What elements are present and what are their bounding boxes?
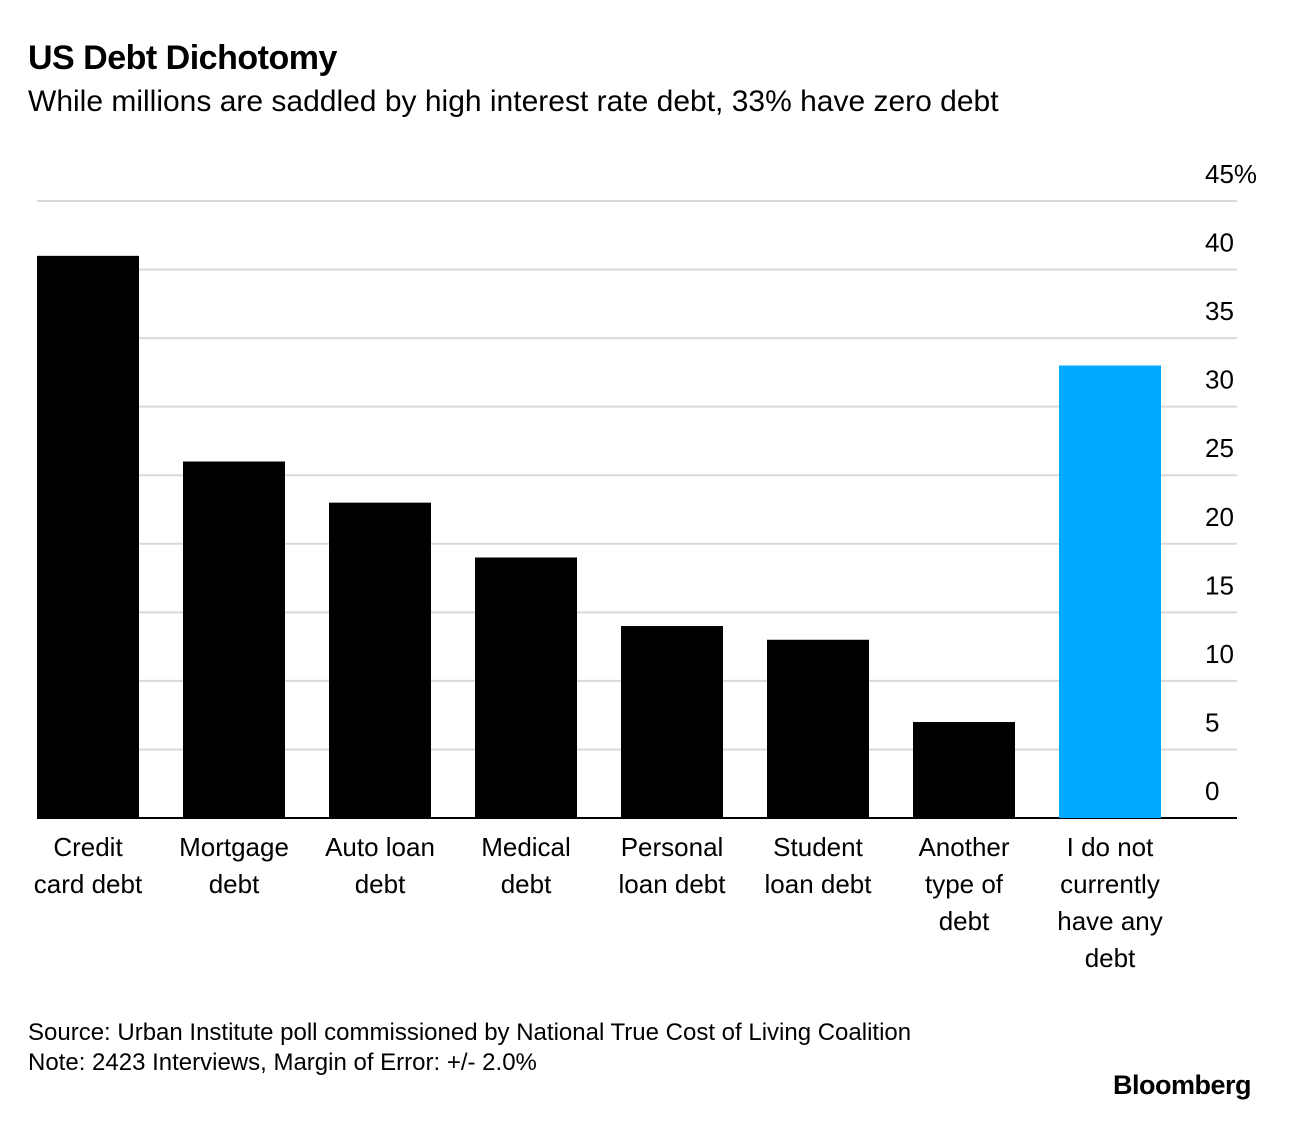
x-category-label-line: type of: [925, 869, 1004, 899]
x-category-label-line: card debt: [34, 869, 143, 899]
bars: [37, 255, 1161, 818]
x-category-label-line: Credit: [53, 832, 123, 862]
bar: [183, 461, 285, 818]
y-tick-label: 45%: [1205, 159, 1257, 189]
x-category-label-line: debt: [209, 869, 260, 899]
x-category-label-line: Another: [918, 832, 1009, 862]
y-tick-label: 15: [1205, 570, 1234, 600]
x-category-label: Credit card debt: [34, 832, 143, 899]
x-category-label-line: currently: [1060, 869, 1160, 899]
bar: [913, 722, 1015, 818]
x-category-label-line: loan debt: [619, 869, 727, 899]
y-tick-label: 5: [1205, 707, 1219, 737]
y-tick-label: 40: [1205, 228, 1234, 258]
x-category-label: Personal loan debt: [619, 832, 727, 899]
y-tick-label: 20: [1205, 502, 1234, 532]
x-category-label-line: loan debt: [765, 869, 873, 899]
note: Note: 2423 Interviews, Margin of Error: …: [28, 1049, 537, 1076]
source-note: Source: Urban Institute poll commissione…: [28, 1019, 912, 1046]
x-category-label: I do not currently have any debt: [1057, 832, 1163, 973]
x-category-label-line: Auto loan: [325, 832, 435, 862]
bar: [329, 502, 431, 818]
x-category-label-line: Personal: [621, 832, 724, 862]
x-axis-labels: Credit card debt Mortgage debt Auto loan debt…: [34, 832, 1163, 973]
x-category-label-line: debt: [1085, 943, 1136, 973]
x-category-label-line: I do not: [1067, 832, 1155, 862]
bar: [37, 255, 139, 818]
chart-subtitle: While millions are saddled by high inter…: [28, 85, 999, 118]
x-category-label: Auto loan debt: [325, 832, 435, 899]
y-tick-label: 25: [1205, 433, 1234, 463]
bloomberg-logo: Bloomberg: [1112, 1070, 1252, 1100]
x-category-label: Another type of debt: [918, 832, 1009, 936]
bar: [621, 626, 723, 818]
bar: [475, 557, 577, 818]
bar: [1059, 365, 1161, 818]
x-category-label-line: have any: [1057, 906, 1163, 936]
y-tick-label: 30: [1205, 365, 1234, 395]
x-category-label-line: debt: [939, 906, 990, 936]
y-axis-ticks: 0 5 10 15 20 25 30 35 40 45%: [1205, 159, 1257, 806]
y-tick-label: 0: [1205, 776, 1219, 806]
chart-title: US Debt Dichotomy: [28, 39, 337, 77]
x-category-label-line: Mortgage: [179, 832, 289, 862]
x-category-label-line: Medical: [481, 832, 571, 862]
x-category-label-line: debt: [501, 869, 552, 899]
x-category-label: Mortgage debt: [179, 832, 289, 899]
chart-footer: Source: Urban Institute poll commissione…: [28, 1018, 928, 1078]
x-category-label: Medical debt: [481, 832, 571, 899]
y-tick-label: 10: [1205, 639, 1234, 669]
x-category-label-line: Student: [773, 832, 863, 862]
x-category-label-line: debt: [355, 869, 406, 899]
bar: [767, 639, 869, 818]
y-tick-label: 35: [1205, 296, 1234, 326]
x-category-label: Student loan debt: [765, 832, 873, 899]
